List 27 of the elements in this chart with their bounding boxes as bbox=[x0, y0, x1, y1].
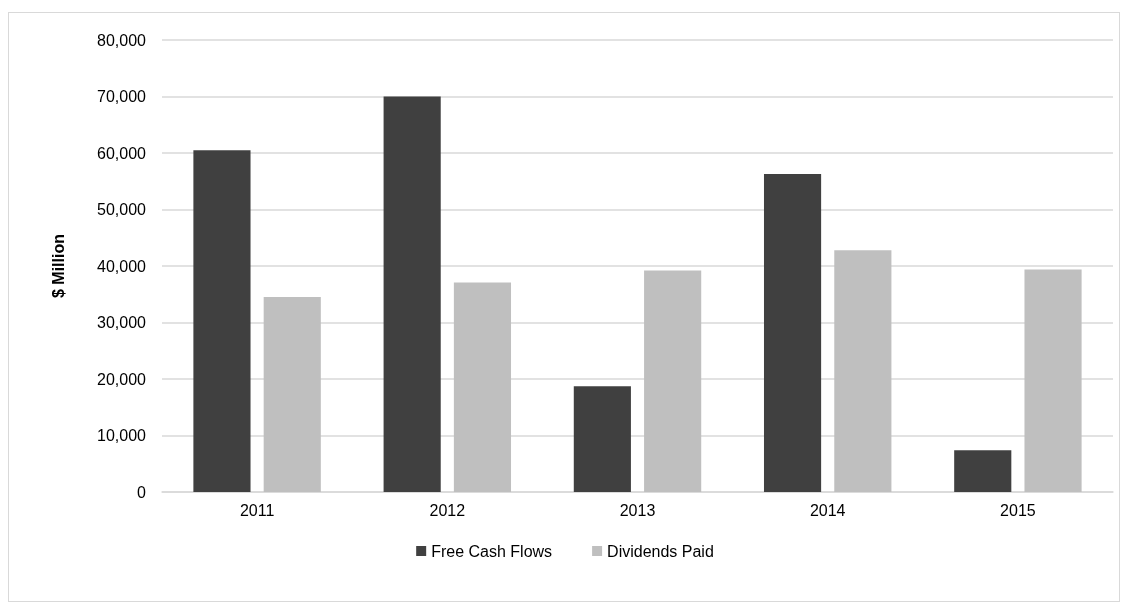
x-tick-label: 2014 bbox=[809, 501, 846, 519]
bar bbox=[453, 282, 512, 492]
bar bbox=[763, 173, 822, 492]
y-axis-title: $ Million bbox=[49, 234, 67, 298]
y-tick-label: 20,000 bbox=[97, 370, 147, 388]
x-tick-label: 2015 bbox=[1000, 501, 1036, 519]
x-tick-label: 2012 bbox=[429, 501, 466, 519]
y-tick-label: 0 bbox=[137, 483, 147, 501]
bar bbox=[383, 96, 441, 492]
bar bbox=[573, 386, 631, 492]
bar bbox=[1024, 269, 1082, 492]
bar bbox=[834, 250, 892, 492]
x-tick-label: 2011 bbox=[239, 501, 275, 519]
y-tick-label: 40,000 bbox=[97, 257, 147, 275]
y-tick-label: 10,000 bbox=[97, 427, 147, 444]
bar bbox=[954, 450, 1012, 492]
bar bbox=[644, 270, 702, 492]
x-tick-label: 2013 bbox=[619, 501, 656, 519]
y-tick-label: 30,000 bbox=[97, 314, 147, 331]
y-tick-label: 80,000 bbox=[97, 31, 147, 49]
bar bbox=[263, 297, 321, 492]
y-tick-label: 70,000 bbox=[97, 88, 147, 105]
legend-label: Dividends Paid bbox=[607, 542, 714, 560]
legend-label: Free Cash Flows bbox=[431, 542, 553, 560]
y-tick-label: 60,000 bbox=[97, 144, 147, 162]
y-tick-label: 50,000 bbox=[97, 201, 147, 218]
bar bbox=[193, 150, 251, 492]
